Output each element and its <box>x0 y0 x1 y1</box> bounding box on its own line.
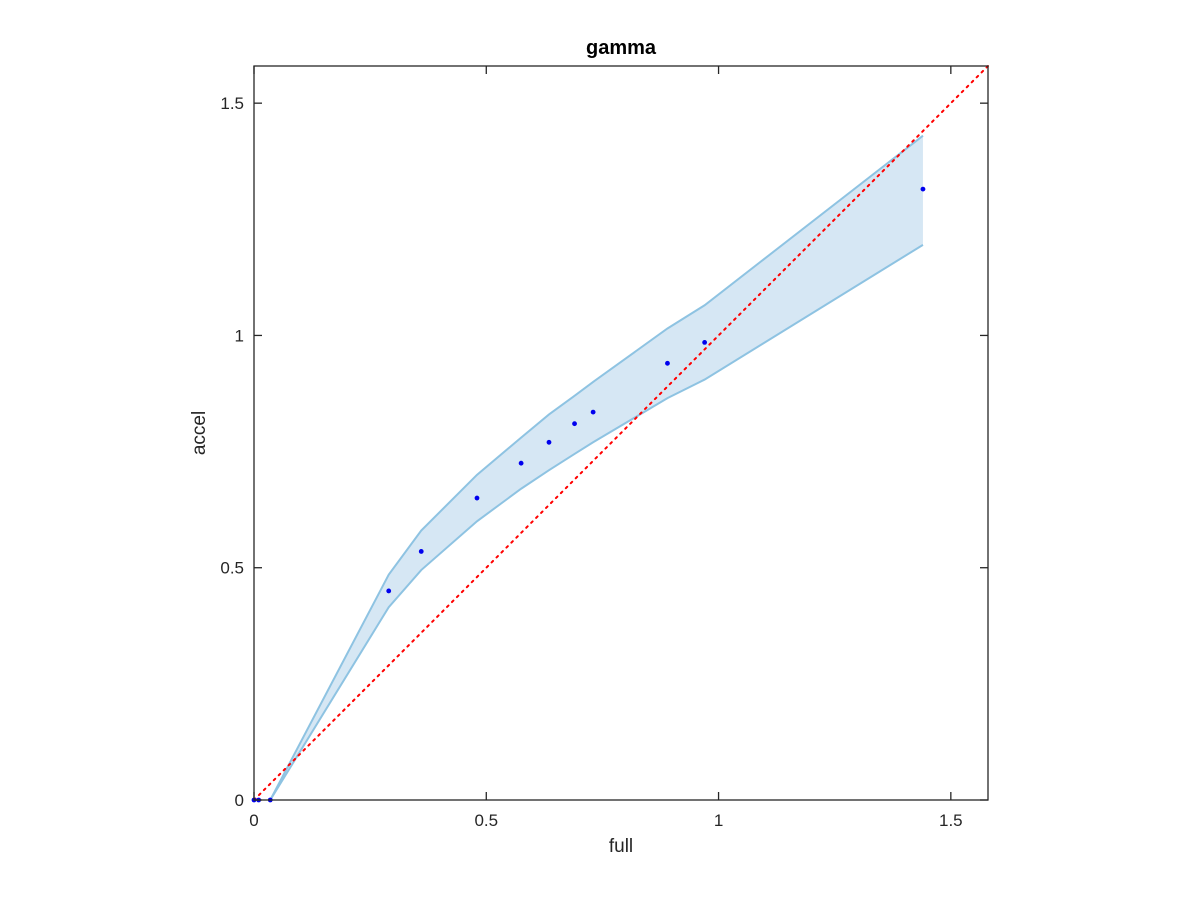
axes-box <box>253 65 989 801</box>
data-point <box>546 439 552 445</box>
y-tick-label: 1 <box>235 326 244 345</box>
data-point <box>665 360 670 366</box>
y-tick-label: 0.5 <box>220 559 244 578</box>
y-tick-label: 1.5 <box>220 94 244 113</box>
data-point <box>702 340 708 345</box>
x-tick-label: 0.5 <box>474 811 498 830</box>
x-tick-label: 0 <box>249 811 258 830</box>
data-point <box>418 549 424 554</box>
y-axis-label: accel <box>189 411 210 455</box>
data-point <box>518 460 524 466</box>
reference-line <box>253 65 989 801</box>
x-axis-label: full <box>609 836 633 857</box>
data-point <box>474 495 480 501</box>
data-point <box>920 186 926 192</box>
band-upper-line <box>269 134 924 801</box>
data-point <box>590 409 596 415</box>
x-tick-label: 1.5 <box>939 811 963 830</box>
band-lower-line <box>269 243 924 801</box>
data-point <box>386 588 392 594</box>
confidence-band-area <box>270 135 923 800</box>
y-tick-label: 0 <box>235 791 244 810</box>
chart-title: gamma <box>586 37 657 59</box>
x-tick-label: 1 <box>714 811 723 830</box>
plot-layer: 0 0.5 1 1.5 0 0.5 1 1.5 <box>220 65 989 830</box>
data-point <box>572 421 577 427</box>
